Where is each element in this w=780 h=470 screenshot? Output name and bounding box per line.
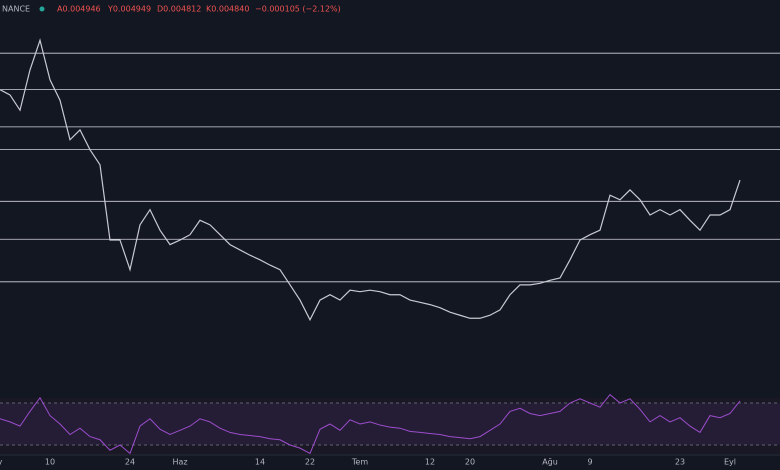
x-tick-label: 23 <box>675 458 685 467</box>
x-tick-label: 24 <box>125 458 135 467</box>
x-tick-label: 10 <box>45 458 55 467</box>
x-tick-label: Haz <box>172 458 187 467</box>
close: K0.004840 <box>206 5 249 14</box>
x-tick-label: Tem <box>351 458 368 467</box>
x-tick-label: Ağu <box>542 458 558 467</box>
high: Y0.004949 <box>107 5 151 14</box>
x-tick-label: 14 <box>255 458 265 467</box>
x-tick-label: 9 <box>587 458 592 467</box>
x-tick-label: y <box>0 458 3 467</box>
price-line <box>0 38 741 322</box>
open: A0.004946 <box>57 5 101 14</box>
rsi-band <box>0 403 780 445</box>
x-tick-label: 22 <box>305 458 315 467</box>
x-tick-label: Eyl <box>724 458 736 467</box>
status-dot <box>39 6 45 12</box>
x-tick-label: 20 <box>465 458 475 467</box>
low: D0.004812 <box>157 5 201 14</box>
exchange: NANCE <box>2 5 30 14</box>
rsi-line <box>0 393 741 455</box>
x-tick-label: 12 <box>425 458 435 467</box>
change: −0.000105 (−2.12%) <box>255 5 341 14</box>
